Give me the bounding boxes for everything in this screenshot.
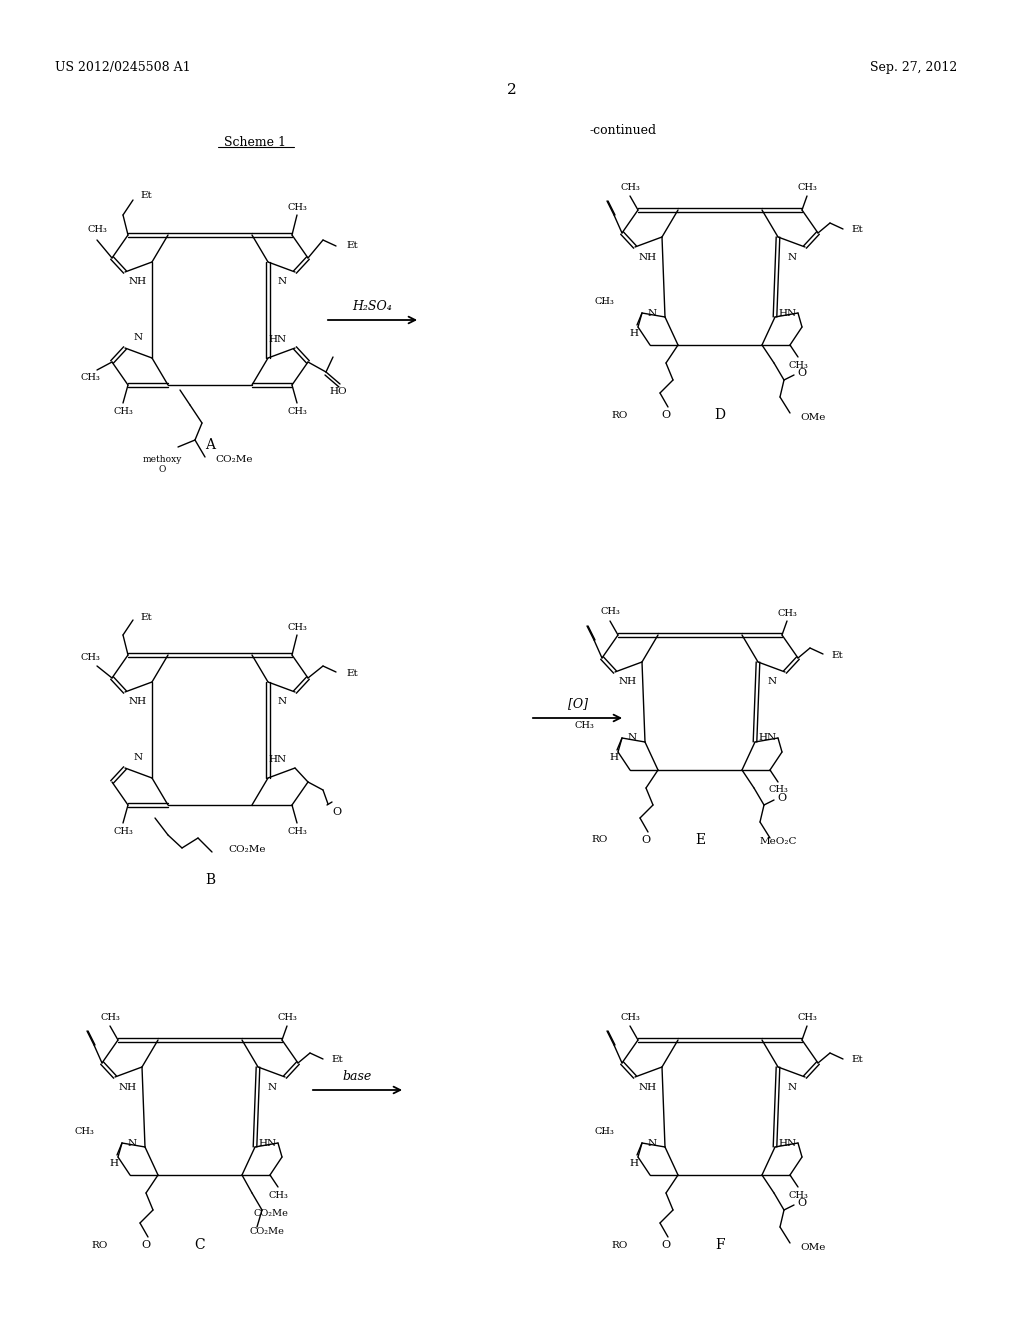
- Text: O: O: [777, 793, 786, 803]
- Text: methoxy
O: methoxy O: [142, 455, 181, 474]
- Text: CO₂Me: CO₂Me: [250, 1226, 285, 1236]
- Text: CO₂Me: CO₂Me: [228, 846, 265, 854]
- Text: NH: NH: [119, 1082, 137, 1092]
- Text: CO₂Me: CO₂Me: [215, 455, 253, 465]
- Text: N: N: [787, 1082, 797, 1092]
- Text: CH₃: CH₃: [80, 374, 100, 383]
- Text: CH₃: CH₃: [268, 1191, 288, 1200]
- Text: [O]: [O]: [567, 697, 588, 710]
- Text: CH₃: CH₃: [113, 408, 133, 417]
- Text: O: O: [662, 1239, 671, 1250]
- Text: CH₃: CH₃: [621, 1012, 640, 1022]
- Text: Et: Et: [346, 668, 357, 677]
- Text: O: O: [798, 1199, 807, 1208]
- Text: HN: HN: [269, 755, 287, 764]
- Text: RO: RO: [592, 836, 608, 845]
- Text: Et: Et: [331, 1056, 343, 1064]
- Text: CH₃: CH₃: [621, 182, 640, 191]
- Text: H: H: [609, 754, 618, 763]
- Text: ...: ...: [598, 1126, 607, 1135]
- Text: H₂SO₄: H₂SO₄: [352, 300, 392, 313]
- Text: Et: Et: [140, 612, 152, 622]
- Text: N: N: [127, 1138, 136, 1147]
- Text: OMe: OMe: [800, 1242, 825, 1251]
- Text: HN: HN: [779, 1138, 797, 1147]
- Text: NH: NH: [129, 277, 147, 286]
- Text: N: N: [767, 677, 776, 686]
- Text: Scheme 1: Scheme 1: [224, 136, 286, 149]
- Text: CH₃: CH₃: [594, 1126, 614, 1135]
- Text: OMe: OMe: [800, 412, 825, 421]
- Text: RO: RO: [611, 1241, 628, 1250]
- Text: N: N: [133, 754, 142, 763]
- Text: NH: NH: [639, 252, 657, 261]
- Text: N: N: [133, 334, 142, 342]
- Text: E: E: [695, 833, 706, 847]
- Text: CH₃: CH₃: [100, 1012, 120, 1022]
- Text: 2: 2: [507, 83, 517, 96]
- Text: HN: HN: [269, 335, 287, 345]
- Text: Et: Et: [140, 190, 152, 199]
- Text: O: O: [141, 1239, 151, 1250]
- Text: RO: RO: [91, 1241, 108, 1250]
- Text: CH₃: CH₃: [80, 653, 100, 663]
- Text: ...: ...: [598, 297, 607, 305]
- Text: base: base: [343, 1069, 372, 1082]
- Text: CO₂Me: CO₂Me: [254, 1209, 289, 1217]
- Text: CH₃: CH₃: [797, 1014, 817, 1023]
- Text: H: H: [630, 1159, 639, 1167]
- Text: CH₃: CH₃: [113, 828, 133, 837]
- Text: US 2012/0245508 A1: US 2012/0245508 A1: [55, 62, 190, 74]
- Text: HN: HN: [259, 1138, 278, 1147]
- Text: CH₃: CH₃: [768, 785, 787, 795]
- Text: Sep. 27, 2012: Sep. 27, 2012: [870, 62, 957, 74]
- Text: CH₃: CH₃: [87, 226, 106, 235]
- Text: CH₃: CH₃: [74, 1126, 94, 1135]
- Text: O: O: [332, 807, 341, 817]
- Text: N: N: [647, 1138, 656, 1147]
- Text: CH₃: CH₃: [278, 1014, 297, 1023]
- Text: CH₃: CH₃: [788, 360, 808, 370]
- Text: -continued: -continued: [590, 124, 657, 136]
- Text: N: N: [628, 734, 637, 742]
- Text: H: H: [630, 329, 639, 338]
- Text: NH: NH: [618, 677, 637, 686]
- Text: CH₃: CH₃: [287, 202, 307, 211]
- Text: N: N: [647, 309, 656, 318]
- Text: MeO₂C: MeO₂C: [760, 837, 798, 846]
- Text: HO: HO: [329, 388, 347, 396]
- Text: CH₃: CH₃: [287, 828, 307, 837]
- Text: H: H: [110, 1159, 119, 1167]
- Text: Et: Et: [346, 242, 357, 251]
- Text: F: F: [715, 1238, 725, 1251]
- Text: A: A: [205, 438, 215, 451]
- Text: O: O: [641, 836, 650, 845]
- Text: HN: HN: [759, 734, 777, 742]
- Text: NH: NH: [129, 697, 147, 706]
- Text: N: N: [787, 252, 797, 261]
- Text: N: N: [267, 1082, 276, 1092]
- Text: D: D: [715, 408, 725, 422]
- Text: O: O: [662, 411, 671, 420]
- Text: CH₃: CH₃: [777, 609, 797, 618]
- Text: HN: HN: [779, 309, 797, 318]
- Text: CH₃: CH₃: [594, 297, 614, 305]
- Text: N: N: [278, 277, 287, 286]
- Text: B: B: [205, 873, 215, 887]
- Text: NH: NH: [639, 1082, 657, 1092]
- Text: Et: Et: [851, 1056, 863, 1064]
- Text: RO: RO: [611, 411, 628, 420]
- Text: O: O: [798, 368, 807, 378]
- Text: C: C: [195, 1238, 206, 1251]
- Text: CH₃: CH₃: [600, 607, 620, 616]
- Text: CH₃: CH₃: [788, 1191, 808, 1200]
- Text: CH₃: CH₃: [797, 183, 817, 193]
- Text: CH₃: CH₃: [287, 408, 307, 417]
- Text: Et: Et: [831, 651, 843, 660]
- Text: N: N: [278, 697, 287, 706]
- Text: Et: Et: [851, 226, 863, 235]
- Text: CH₃: CH₃: [574, 722, 594, 730]
- Text: CH₃: CH₃: [287, 623, 307, 631]
